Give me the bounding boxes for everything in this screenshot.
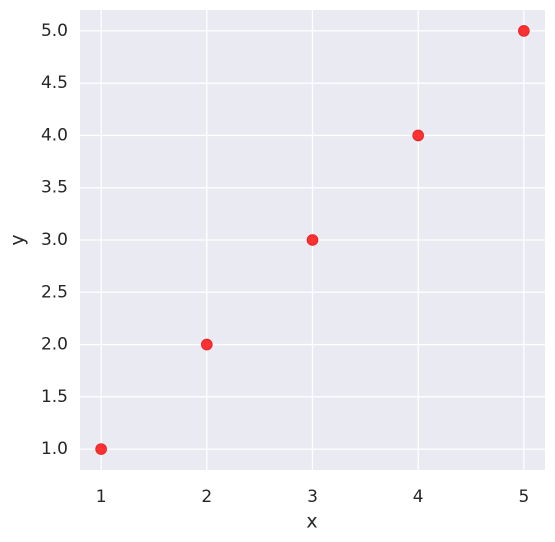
- y-tick-label: 5.0: [41, 21, 68, 41]
- y-axis-label: y: [7, 234, 29, 245]
- point: [517, 25, 530, 37]
- x-tick-label: 4: [413, 487, 424, 507]
- point: [306, 234, 319, 246]
- x-tick-label: 3: [307, 487, 318, 507]
- y-tick-label: 4.5: [41, 73, 68, 93]
- y-tick-label: 1.0: [41, 439, 68, 459]
- x-tick-label: 5: [518, 487, 529, 507]
- y-tick-label: 3.5: [41, 178, 68, 198]
- point: [412, 129, 425, 142]
- x-axis-label: x: [306, 511, 317, 533]
- y-tick-label: 4.0: [41, 125, 68, 145]
- y-tick-label: 2.0: [41, 335, 68, 355]
- point: [95, 443, 108, 455]
- y-tick-label: 3.0: [41, 230, 68, 250]
- point: [200, 338, 213, 351]
- y-tick-label: 2.5: [41, 282, 68, 302]
- x-tick-label: 1: [96, 487, 107, 507]
- x-tick-label: 2: [201, 487, 212, 507]
- y-tick-label: 1.5: [41, 387, 68, 407]
